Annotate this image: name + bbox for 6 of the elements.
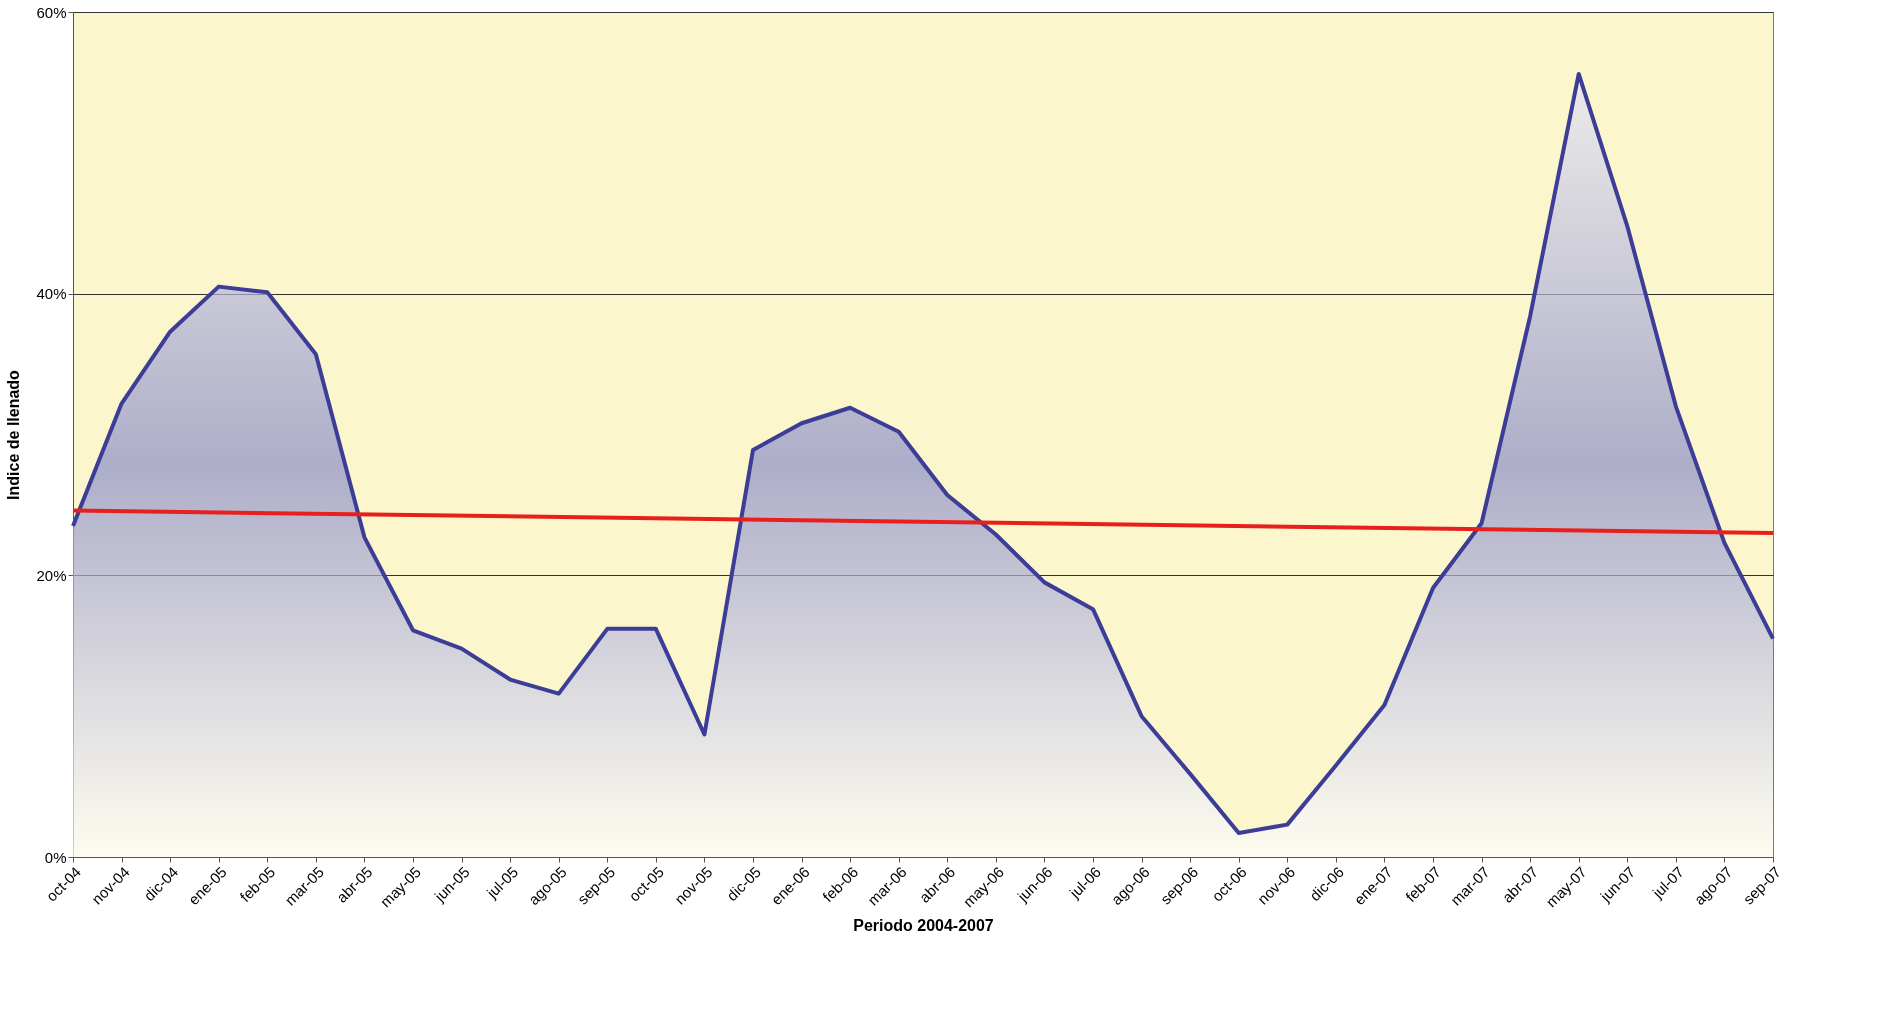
y-tick-label: 40% [36,285,67,303]
y-tick-label: 60% [36,3,67,21]
y-axis-title: Indice de llenado [5,369,23,500]
x-axis-title: Periodo 2004-2007 [853,917,994,935]
y-tick-label: 20% [36,566,67,584]
y-tick-label: 0% [44,848,67,866]
